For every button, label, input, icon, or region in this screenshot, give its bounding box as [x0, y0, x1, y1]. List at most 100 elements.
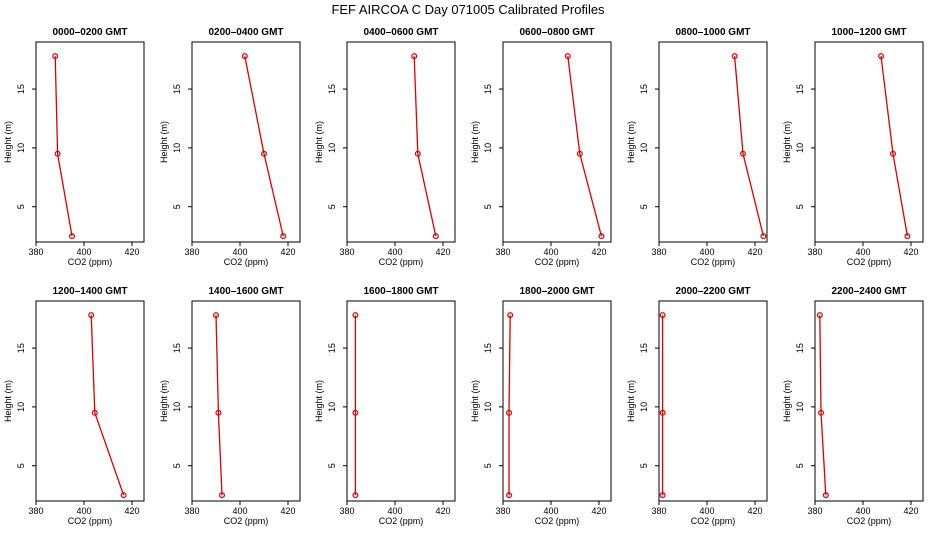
panel-title: 1400–1600 GMT	[208, 286, 283, 297]
y-tick-label: 5	[172, 463, 182, 468]
x-tick-label: 420	[903, 506, 918, 516]
x-tick-label: 400	[232, 247, 247, 257]
profile-line	[733, 56, 765, 237]
panel: 2000–2200 GMT 380 400 420 5 10 15 CO2 (ppm) Heig…	[626, 286, 768, 526]
x-axis-label: CO2 (ppm)	[379, 516, 424, 526]
x-axis-label: CO2 (ppm)	[379, 257, 424, 267]
x-axis-label: CO2 (ppm)	[847, 257, 892, 267]
x-tick-label: 380	[651, 506, 666, 516]
x-tick-label: 420	[435, 506, 450, 516]
y-tick-label: 5	[795, 463, 805, 468]
profile-point	[659, 409, 666, 416]
figure-title: FEF AIRCOA C Day 071005 Calibrated Profi…	[331, 2, 605, 17]
x-tick-label: 400	[76, 506, 91, 516]
panel: 0000–0200 GMT 380 400 420 5 10 15 CO2 (ppm) Heig…	[3, 27, 145, 267]
profile-point	[68, 233, 75, 240]
plot-frame	[191, 41, 301, 243]
plot-frame	[502, 300, 612, 502]
x-tick-label: 400	[699, 506, 714, 516]
y-tick-label: 5	[483, 463, 493, 468]
y-tick-label: 15	[16, 84, 26, 94]
y-tick-label: 15	[327, 84, 337, 94]
panel-title: 2000–2200 GMT	[675, 286, 750, 297]
panel: 2200–2400 GMT 380 400 420 5 10 15 CO2 (ppm) Heig…	[782, 286, 924, 526]
y-tick-label: 10	[327, 402, 337, 412]
profile-point	[889, 150, 896, 157]
profile-point	[739, 150, 746, 157]
plot-frame	[814, 300, 924, 502]
x-axis-label: CO2 (ppm)	[691, 257, 736, 267]
x-tick-label: 420	[435, 247, 450, 257]
y-axis-label: Height (m)	[314, 121, 324, 163]
profile-point	[659, 492, 666, 499]
y-tick-label: 10	[16, 402, 26, 412]
profile-line	[90, 315, 125, 496]
x-axis-label: CO2 (ppm)	[691, 516, 736, 526]
y-tick-label: 15	[172, 84, 182, 94]
profile-point	[241, 53, 248, 60]
profile-point	[352, 492, 359, 499]
profile-point	[659, 312, 666, 319]
y-tick-label: 10	[483, 402, 493, 412]
y-tick-label: 5	[795, 204, 805, 209]
y-tick-label: 10	[16, 143, 26, 153]
panel: 0200–0400 GMT 380 400 420 5 10 15 CO2 (ppm) Heig…	[159, 27, 301, 267]
y-tick-label: 5	[639, 463, 649, 468]
profile-point	[816, 312, 823, 319]
x-tick-label: 380	[28, 247, 43, 257]
y-axis-label: Height (m)	[3, 380, 13, 422]
panel: 0800–1000 GMT 380 400 420 5 10 15 CO2 (ppm) Heig…	[626, 27, 768, 267]
y-tick-label: 15	[795, 84, 805, 94]
profile-line	[819, 315, 827, 496]
y-tick-label: 5	[16, 463, 26, 468]
y-axis-label: Height (m)	[3, 121, 13, 163]
x-tick-label: 400	[699, 247, 714, 257]
profile-point	[576, 150, 583, 157]
panel: 0400–0600 GMT 380 400 420 5 10 15 CO2 (ppm) Heig…	[314, 27, 456, 267]
profile-line	[244, 55, 284, 237]
profile-line	[508, 315, 511, 496]
profile-point	[506, 492, 513, 499]
panel: 1600–1800 GMT 380 400 420 5 10 15 CO2 (ppm) Heig…	[314, 286, 456, 526]
y-tick-label: 10	[327, 143, 337, 153]
x-tick-label: 420	[280, 506, 295, 516]
x-tick-label: 380	[807, 506, 822, 516]
y-tick-label: 15	[327, 343, 337, 353]
x-tick-label: 420	[124, 247, 139, 257]
plot-frame	[658, 300, 768, 502]
profile-point	[54, 150, 61, 157]
panel-title: 1800–2000 GMT	[519, 286, 594, 297]
plot-frame	[35, 300, 145, 502]
y-axis-label: Height (m)	[314, 380, 324, 422]
y-tick-label: 10	[172, 402, 182, 412]
x-tick-label: 420	[747, 247, 762, 257]
x-tick-label: 380	[807, 247, 822, 257]
x-tick-label: 400	[543, 506, 558, 516]
panel: 0600–0800 GMT 380 400 420 5 10 15 CO2 (ppm) Heig…	[470, 27, 612, 267]
x-tick-label: 380	[651, 247, 666, 257]
profile-point	[760, 233, 767, 240]
panel: 1000–1200 GMT 380 400 420 5 10 15 CO2 (ppm) Heig…	[782, 27, 924, 267]
profile-point	[91, 409, 98, 416]
y-axis-label: Height (m)	[782, 380, 792, 422]
x-tick-label: 420	[903, 247, 918, 257]
y-tick-label: 10	[483, 143, 493, 153]
x-axis-label: CO2 (ppm)	[68, 257, 113, 267]
x-axis-label: CO2 (ppm)	[68, 516, 113, 526]
profile-point	[731, 53, 738, 60]
y-axis-label: Height (m)	[626, 121, 636, 163]
profile-line	[54, 56, 73, 237]
panel-title: 1000–1200 GMT	[831, 27, 906, 38]
y-axis-label: Height (m)	[626, 380, 636, 422]
x-tick-label: 420	[591, 247, 606, 257]
x-tick-label: 400	[387, 247, 402, 257]
profile-line	[880, 56, 909, 237]
profile-point	[213, 312, 220, 319]
y-tick-label: 5	[327, 204, 337, 209]
y-tick-label: 10	[795, 143, 805, 153]
plot-frame	[814, 41, 924, 243]
y-axis-label: Height (m)	[470, 121, 480, 163]
x-tick-label: 380	[184, 506, 199, 516]
x-tick-label: 380	[495, 506, 510, 516]
panel-title: 0000–0200 GMT	[52, 27, 127, 38]
